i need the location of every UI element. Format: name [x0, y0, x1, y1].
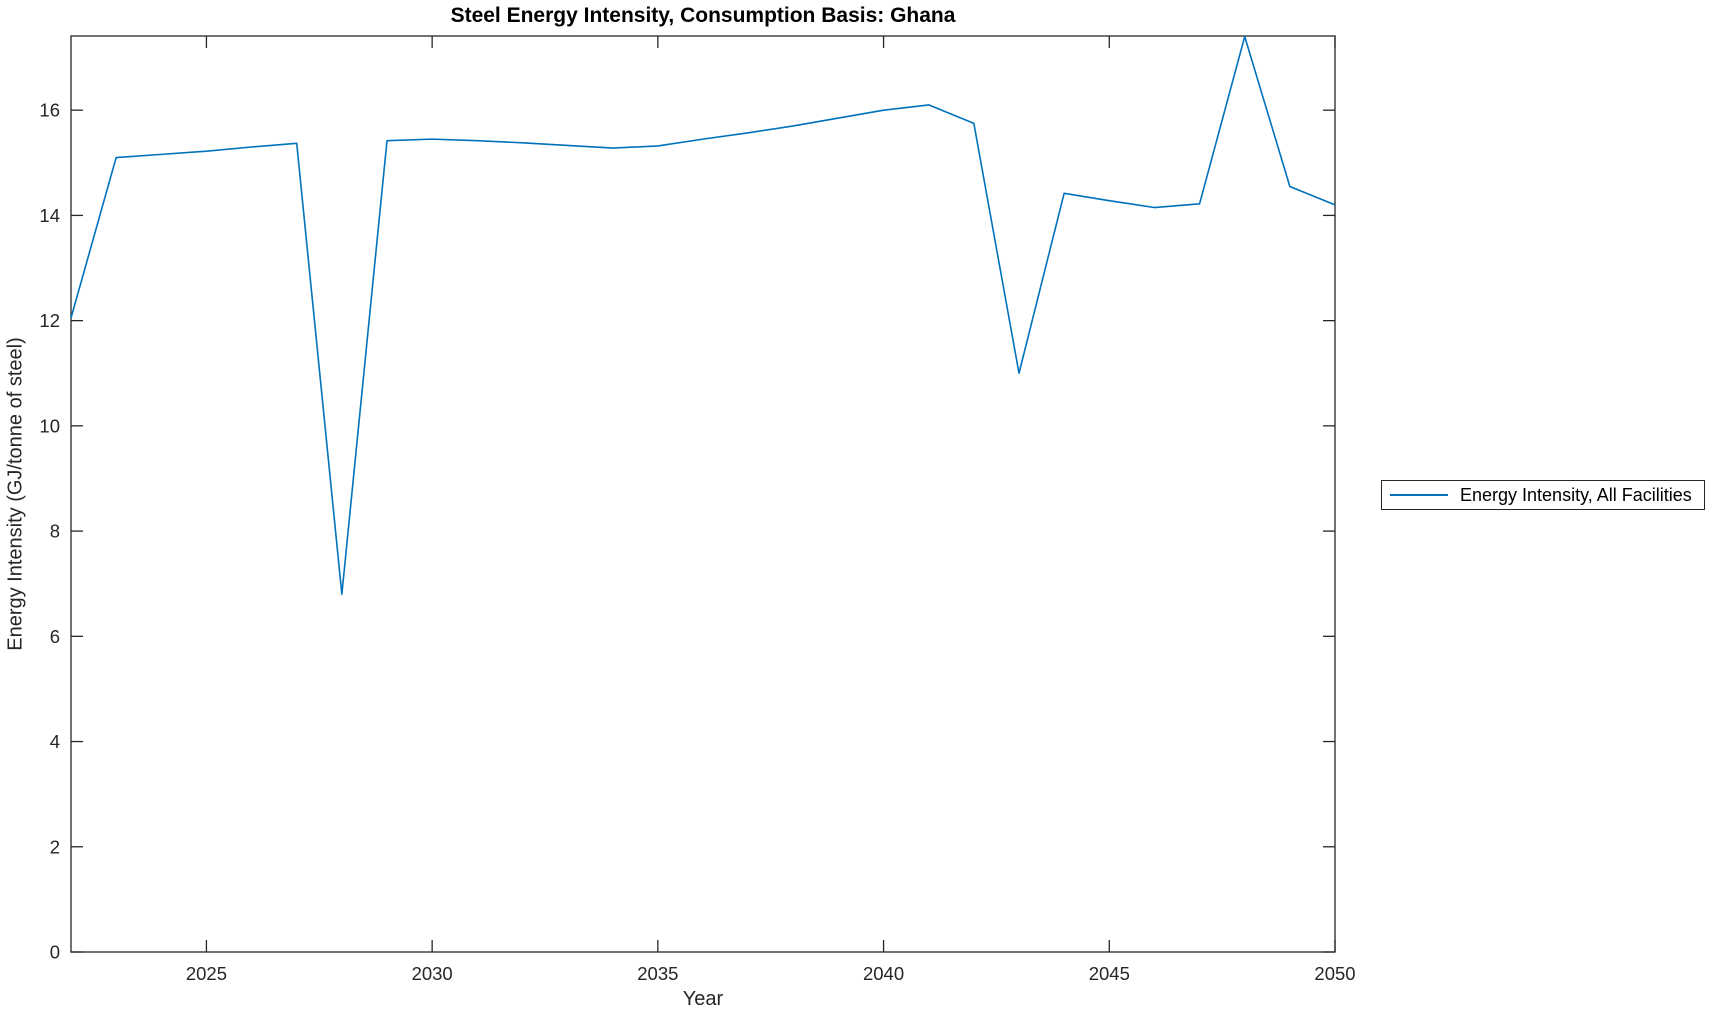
y-tick-label: 2 [50, 836, 60, 857]
plot-area-border [70, 35, 1336, 953]
y-tick-label: 12 [39, 310, 60, 331]
x-tick-label: 2040 [863, 963, 904, 984]
y-tick-label: 10 [39, 415, 60, 436]
chart-title: Steel Energy Intensity, Consumption Basi… [450, 4, 956, 27]
y-axis-label: Energy Intensity (GJ/tonne of steel) [4, 337, 27, 651]
x-tick-label: 2045 [1089, 963, 1130, 984]
x-axis-label: Year [682, 988, 724, 1010]
legend: Energy Intensity, All Facilities [1381, 480, 1705, 510]
legend-entry-label: Energy Intensity, All Facilities [1460, 484, 1692, 505]
y-tick-label: 8 [50, 521, 60, 542]
y-tick-label: 0 [50, 942, 60, 963]
x-tick-label: 2030 [412, 963, 453, 984]
x-tick-label: 2050 [1314, 963, 1355, 984]
series-line-energy-intensity [70, 35, 1336, 596]
legend-line-sample [1390, 494, 1448, 496]
x-tick-label: 2025 [186, 963, 227, 984]
x-tick-label: 2035 [637, 963, 678, 984]
y-tick-label: 4 [50, 731, 60, 752]
y-tick-label: 6 [50, 626, 60, 647]
y-tick-label: 14 [39, 205, 60, 226]
y-tick-label: 16 [39, 100, 60, 121]
